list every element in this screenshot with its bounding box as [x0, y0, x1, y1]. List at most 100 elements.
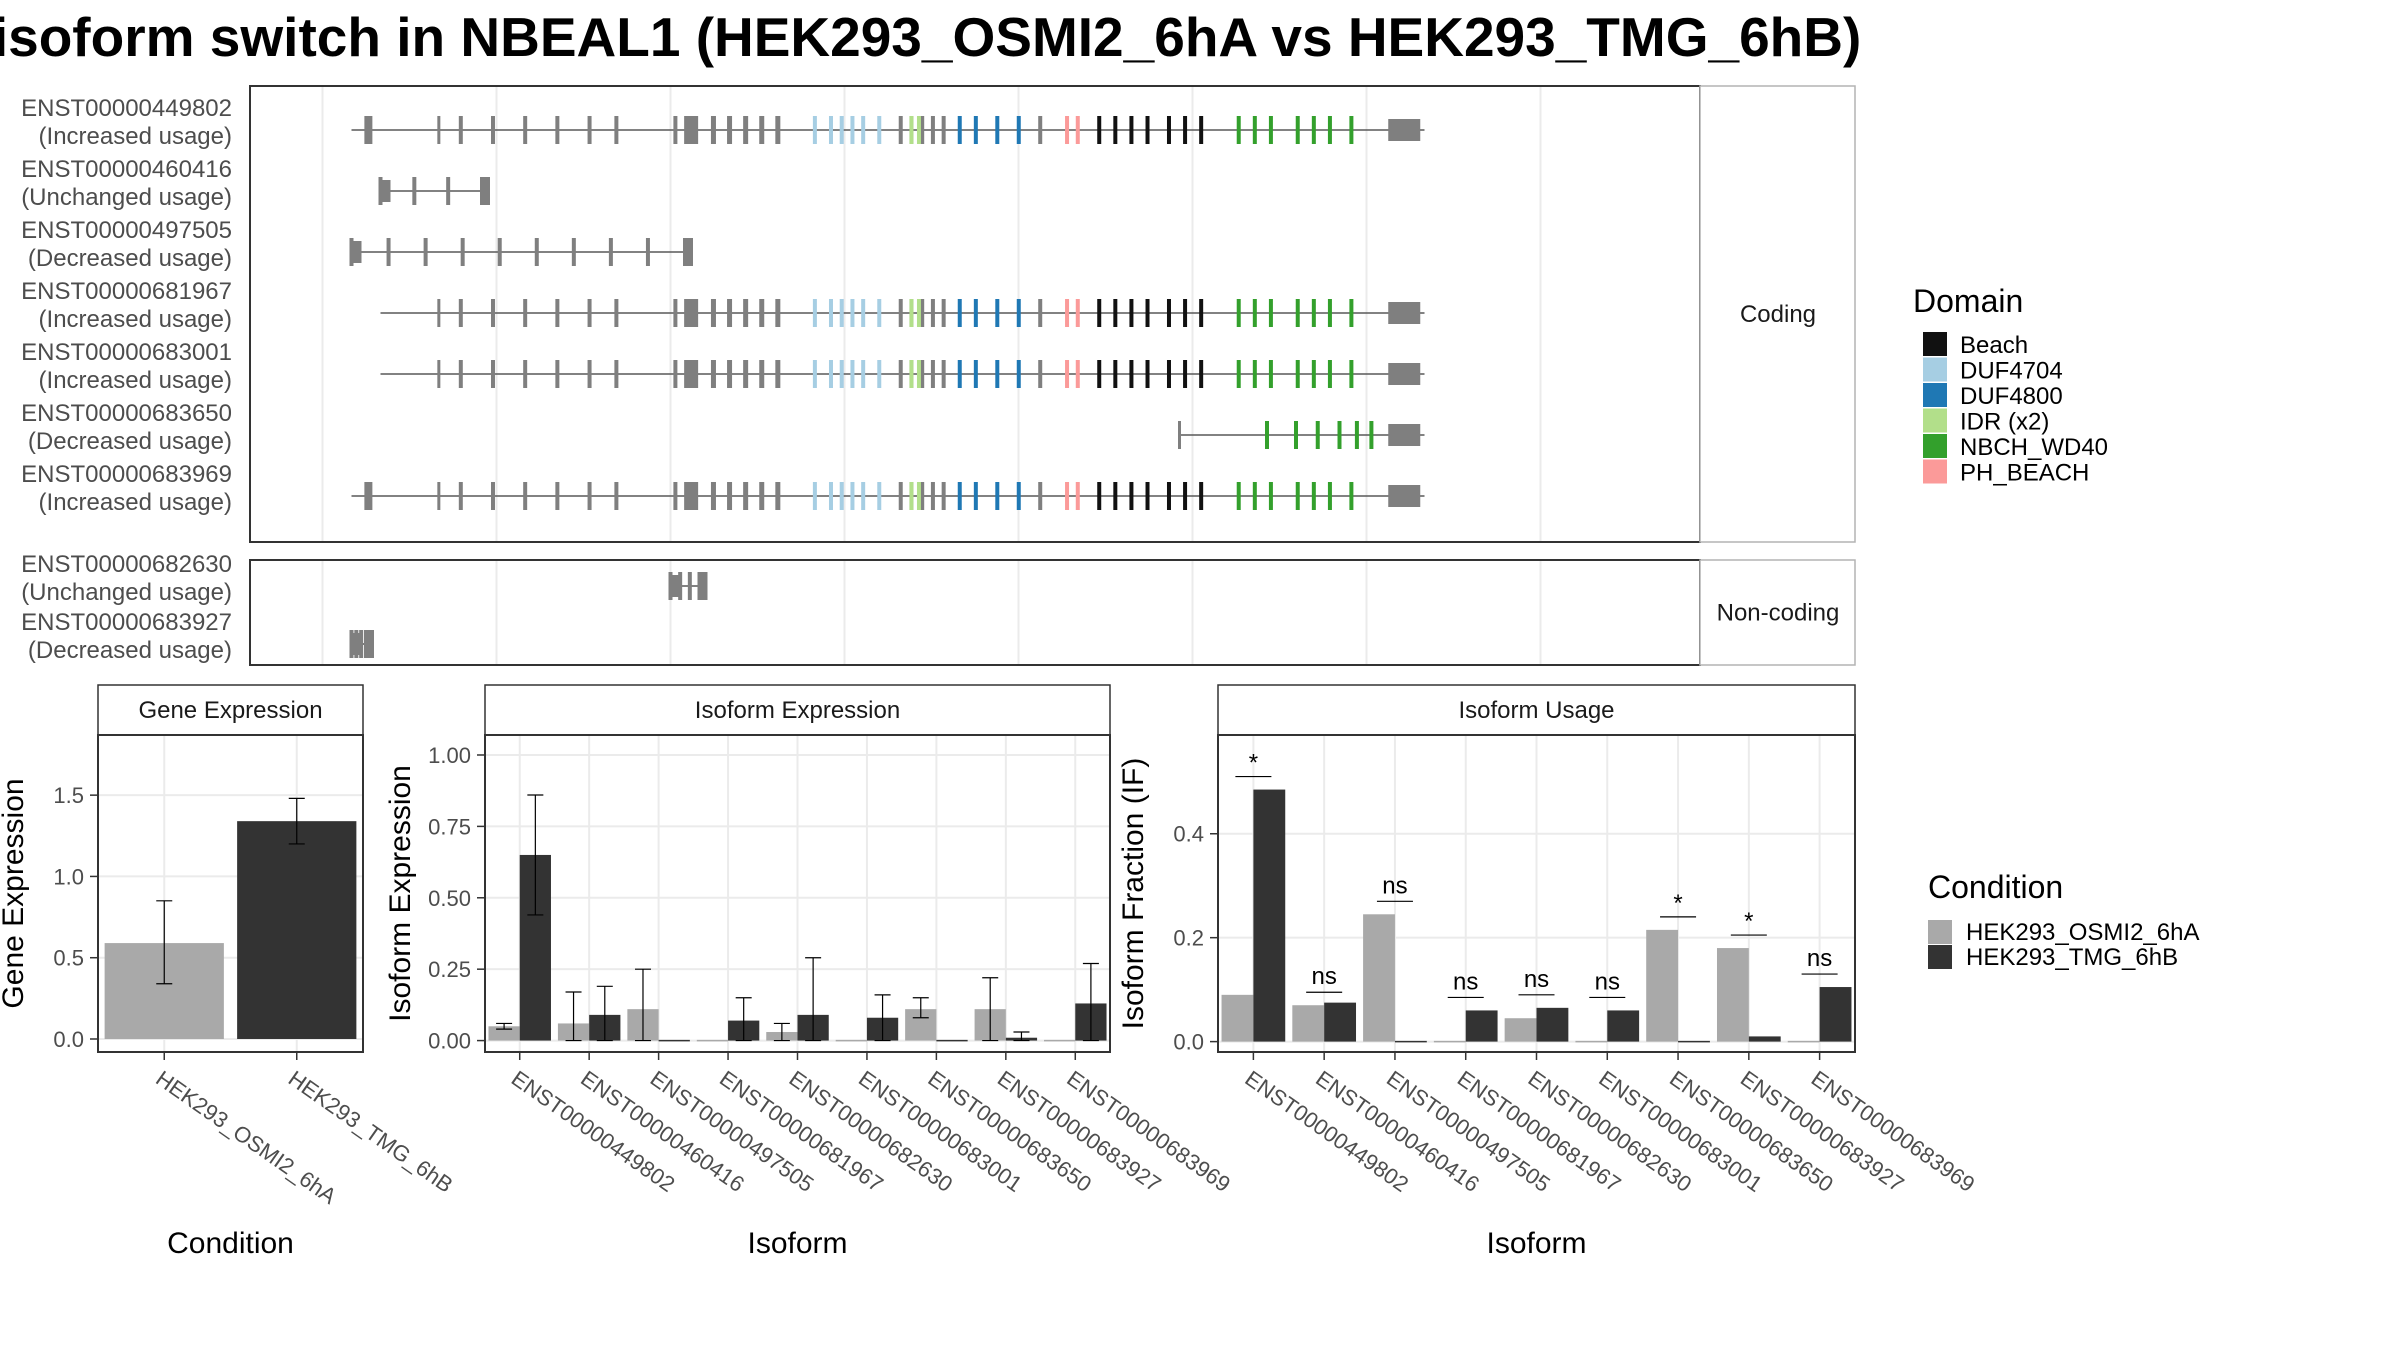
utr-exon-block	[1388, 302, 1421, 324]
exon-block	[759, 360, 765, 388]
exon-block	[930, 299, 935, 327]
panel-title: Isoform Usage	[1458, 697, 1614, 724]
transcript-id-label: ENST00000460416	[21, 156, 232, 183]
domain-exon-block	[916, 482, 921, 510]
domain-exon-block	[1097, 299, 1102, 327]
domain-legend-label: Beach	[1960, 332, 2028, 359]
domain-exon-block	[1113, 360, 1118, 388]
domain-exon-block	[1349, 299, 1354, 327]
exon-block	[490, 360, 495, 388]
y-tick-label: 0.50	[428, 886, 471, 911]
domain-exon-block	[1075, 482, 1080, 510]
panel-title: Isoform Expression	[695, 697, 900, 724]
domain-legend-title: Domain	[1913, 283, 2023, 319]
domain-exon-block	[1252, 299, 1257, 327]
y-axis-title: Isoform Fraction (IF)	[1117, 758, 1150, 1030]
exon-block	[743, 360, 749, 388]
transcript-id-label: ENST00000683001	[21, 339, 232, 366]
exon-block	[614, 482, 619, 510]
domain-exon-block	[1166, 360, 1171, 388]
domain-exon-block	[1311, 299, 1316, 327]
exon-block	[697, 572, 708, 600]
domain-exon-block	[1097, 360, 1102, 388]
exon-block	[670, 575, 681, 597]
utr-exon-block	[1388, 119, 1421, 141]
exon-block	[727, 299, 733, 327]
exon-block	[684, 482, 699, 510]
domain-exon-block	[1145, 482, 1150, 510]
domain-exon-block	[1337, 421, 1342, 449]
exon-block	[458, 482, 463, 510]
domain-exon-block	[1327, 360, 1332, 388]
y-tick-label: 1.00	[428, 743, 471, 768]
transcript-usage-label: (Increased usage)	[39, 489, 232, 516]
exon-block	[555, 299, 560, 327]
exon-block	[930, 360, 935, 388]
transcript-usage-label: (Increased usage)	[39, 306, 232, 333]
domain-exon-block	[1113, 482, 1118, 510]
domain-exon-block	[812, 116, 817, 144]
domain-exon-block	[877, 299, 882, 327]
y-tick-label: 0.2	[1173, 926, 1204, 951]
y-tick-label: 0.0	[1173, 1030, 1204, 1055]
bar	[1607, 1010, 1640, 1042]
domain-exon-block	[1369, 421, 1374, 449]
bar	[1363, 914, 1395, 1042]
domain-exon-block	[1065, 299, 1070, 327]
facet-strip-label: Non-coding	[1717, 600, 1840, 627]
utr-exon-block	[1388, 485, 1421, 507]
exon-block	[898, 482, 903, 510]
domain-exon-block	[839, 482, 844, 510]
exon-block	[775, 360, 781, 388]
domain-legend-label: NBCH_WD40	[1960, 434, 2108, 461]
domain-exon-block	[1315, 421, 1320, 449]
condition-legend-swatch	[1928, 920, 1952, 944]
transcript-usage-label: (Decreased usage)	[28, 428, 232, 455]
y-tick-label: 0.75	[428, 814, 471, 839]
domain-exon-block	[995, 116, 1000, 144]
domain-exon-block	[839, 299, 844, 327]
exon-block	[941, 116, 946, 144]
transcript-usage-label: (Unchanged usage)	[21, 579, 232, 606]
bar	[1504, 1018, 1537, 1042]
domain-legend-swatch	[1923, 459, 1947, 484]
exon-block	[412, 177, 417, 205]
domain-exon-block	[1145, 360, 1150, 388]
y-tick-label: 0.5	[53, 946, 84, 971]
domain-legend-label: PH_BEACH	[1960, 460, 2089, 487]
domain-exon-block	[1166, 482, 1171, 510]
domain-exon-block	[1236, 299, 1241, 327]
condition-legend-swatch	[1928, 945, 1952, 969]
condition-legend-label: HEK293_TMG_6hB	[1966, 944, 2178, 971]
domain-exon-block	[828, 482, 833, 510]
x-axis-title: Condition	[167, 1227, 294, 1260]
domain-exon-block	[1295, 360, 1300, 388]
transcript-id-label: ENST00000683650	[21, 400, 232, 427]
exon-block	[587, 299, 592, 327]
exon-block	[446, 177, 451, 205]
transcript-usage-label: (Unchanged usage)	[21, 184, 232, 211]
domain-legend-label: DUF4704	[1960, 358, 2063, 385]
domain-exon-block	[1065, 482, 1070, 510]
domain-exon-block	[812, 299, 817, 327]
significance-label: ns	[1382, 872, 1407, 899]
facet-strip	[1699, 559, 1856, 666]
exon-block	[351, 241, 362, 263]
domain-exon-block	[1268, 482, 1273, 510]
significance-label: *	[1249, 750, 1258, 777]
domain-exon-block	[1075, 299, 1080, 327]
exon-block	[587, 360, 592, 388]
domain-exon-block	[1327, 482, 1332, 510]
domain-exon-block	[877, 482, 882, 510]
isoform-usage-plot: Isoform Usage0.00.20.4*ENST00000449802ns…	[1117, 684, 1979, 1260]
panel-title: Gene Expression	[138, 697, 322, 724]
domain-exon-block	[1183, 360, 1188, 388]
significance-label: ns	[1453, 968, 1478, 995]
exon-block	[759, 116, 765, 144]
exon-block	[743, 116, 749, 144]
transcript-usage-label: (Increased usage)	[39, 367, 232, 394]
y-tick-label: 1.5	[53, 783, 84, 808]
transcript-id-label: ENST00000681967	[21, 278, 232, 305]
